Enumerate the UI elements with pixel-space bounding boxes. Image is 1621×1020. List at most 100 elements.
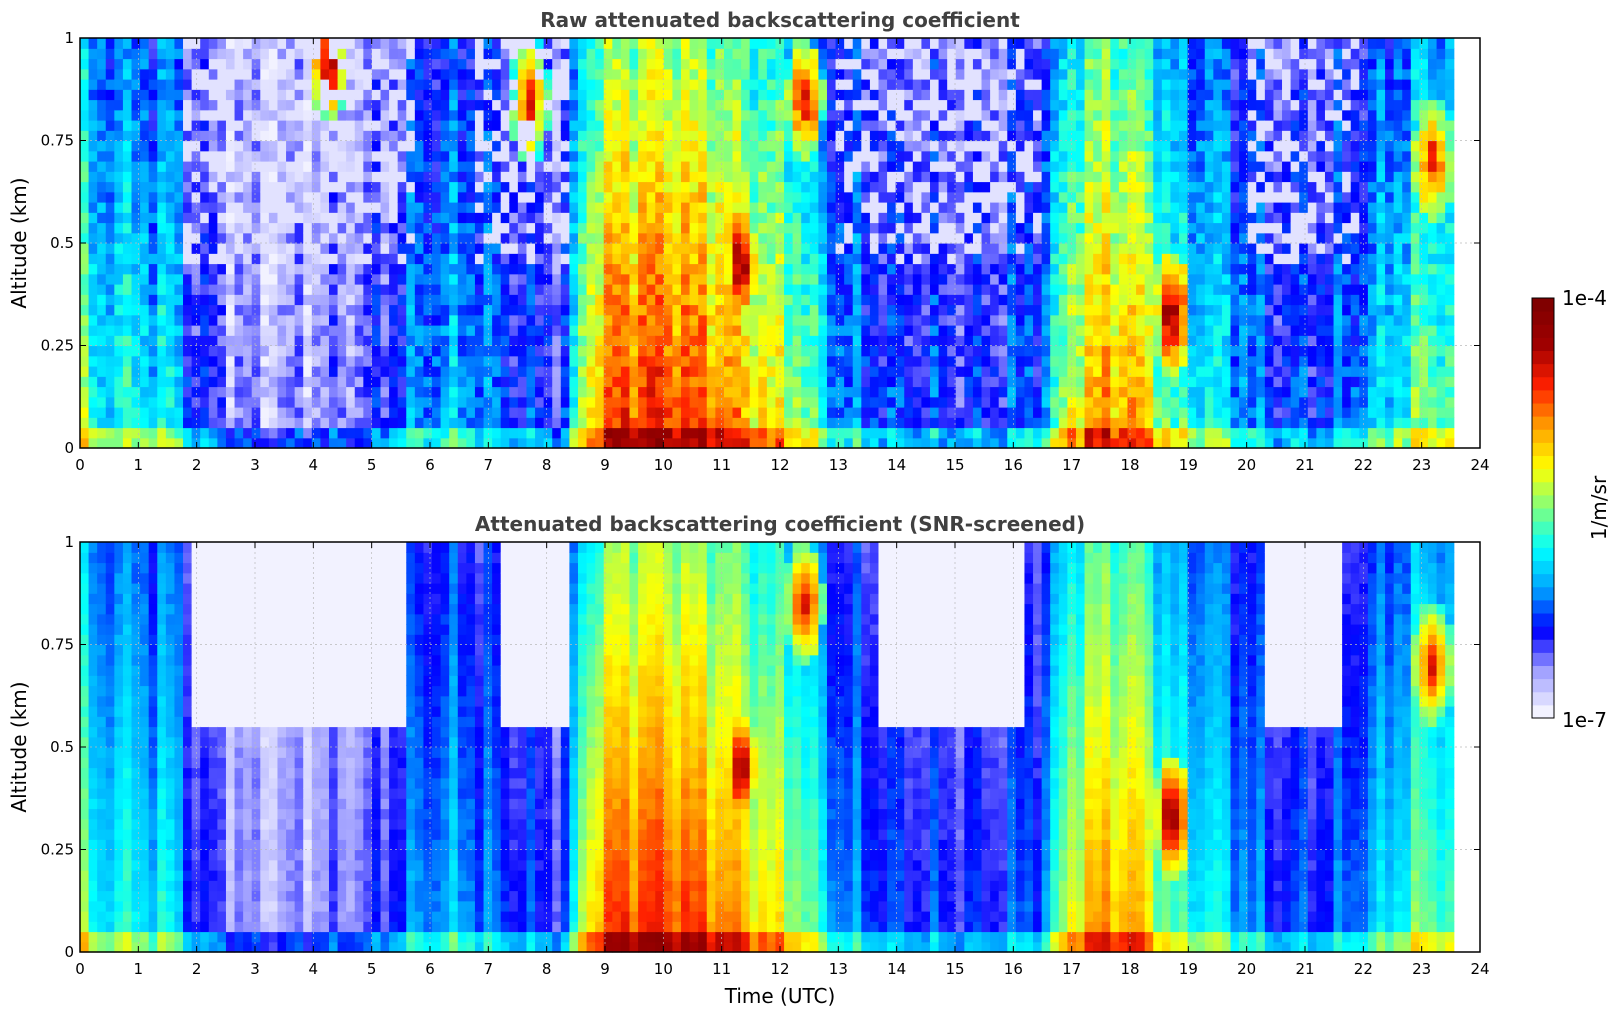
heatmap-cell <box>612 212 622 224</box>
heatmap-cell <box>758 89 768 101</box>
heatmap-cell <box>414 243 425 254</box>
heatmap-cell <box>741 222 751 234</box>
heatmap-cell <box>603 161 613 172</box>
heatmap-cell <box>809 58 819 70</box>
heatmap-cell <box>414 366 425 377</box>
heatmap-cell <box>389 48 399 60</box>
heatmap-cell <box>371 89 382 101</box>
heatmap-cell <box>749 284 759 295</box>
heatmap-cell <box>1050 150 1060 162</box>
heatmap-cell <box>457 263 467 275</box>
heatmap-cell <box>1144 407 1154 418</box>
heatmap-cell <box>337 120 347 131</box>
heatmap-cell <box>148 171 158 183</box>
heatmap-cell <box>1144 263 1154 275</box>
heatmap-cell <box>972 294 983 306</box>
heatmap-cell <box>1084 284 1094 295</box>
heatmap-cell <box>749 376 759 388</box>
heatmap-cell <box>809 202 819 213</box>
heatmap-cell <box>921 171 931 183</box>
heatmap-cell <box>260 120 270 131</box>
heatmap-cell <box>784 284 794 295</box>
heatmap-cell <box>526 294 536 306</box>
heatmap-cell <box>449 109 459 121</box>
heatmap-cell <box>801 345 811 357</box>
heatmap-cell <box>938 355 948 367</box>
heatmap-cell <box>930 314 940 326</box>
heatmap-cell <box>234 437 244 449</box>
heatmap-cell <box>371 427 382 439</box>
heatmap-cell <box>1127 335 1137 347</box>
heatmap-cell <box>809 212 819 224</box>
heatmap-cell <box>603 273 613 285</box>
heatmap-cell <box>105 376 115 388</box>
heatmap-cell <box>990 437 1000 449</box>
heatmap-cell <box>741 99 751 111</box>
heatmap-cell <box>586 79 596 90</box>
heatmap-cell <box>869 150 880 162</box>
heatmap-cell <box>1041 212 1051 224</box>
heatmap-cell <box>440 99 450 111</box>
heatmap-cell <box>887 161 897 172</box>
heatmap-cell <box>706 161 716 172</box>
heatmap-cell <box>157 140 167 152</box>
heatmap-cell <box>217 79 227 90</box>
heatmap-cell <box>938 345 948 357</box>
heatmap-cell <box>620 181 631 193</box>
heatmap-cell <box>826 386 837 398</box>
heatmap-cell <box>972 345 983 357</box>
heatmap-cell <box>560 48 570 60</box>
heatmap-cell <box>904 202 914 213</box>
heatmap-cell <box>577 437 588 449</box>
heatmap-cell <box>646 304 656 316</box>
heatmap-cell <box>234 253 244 265</box>
heatmap-cell <box>114 253 124 265</box>
heatmap-cell <box>474 109 485 121</box>
heatmap-cell <box>200 437 210 449</box>
heatmap-cell <box>689 325 699 336</box>
heatmap-cell <box>706 89 716 101</box>
heatmap-cell <box>1033 202 1043 213</box>
heatmap-cell <box>706 427 716 439</box>
heatmap-cell <box>1024 212 1034 224</box>
heatmap-cell <box>595 325 605 336</box>
heatmap-cell <box>526 68 536 80</box>
heatmap-cell <box>1058 161 1068 172</box>
heatmap-cell <box>569 253 579 265</box>
heatmap-cell <box>972 120 983 131</box>
heatmap-cell <box>947 407 957 418</box>
heatmap-cell <box>921 202 931 213</box>
heatmap-cell <box>474 202 485 213</box>
heatmap-cell <box>260 417 270 429</box>
heatmap-cell <box>380 202 390 213</box>
heatmap-cell <box>766 48 777 60</box>
heatmap-cell <box>88 243 98 254</box>
heatmap-cell <box>277 355 287 367</box>
heatmap-cell <box>1118 58 1129 70</box>
heatmap-cell <box>406 355 416 367</box>
heatmap-cell <box>243 366 253 377</box>
heatmap-cell <box>1015 130 1026 142</box>
heatmap-cell <box>234 161 244 172</box>
heatmap-cell <box>466 212 476 224</box>
heatmap-cell <box>535 304 545 316</box>
heatmap-cell <box>191 109 201 121</box>
heatmap-cell <box>1093 191 1103 203</box>
heatmap-cell <box>1136 396 1146 408</box>
heatmap-cell <box>1127 109 1137 121</box>
heatmap-cell <box>251 120 261 131</box>
heatmap-cell <box>535 161 545 172</box>
heatmap-cell <box>749 181 759 193</box>
heatmap-cell <box>887 191 897 203</box>
heatmap-cell <box>663 181 674 193</box>
heatmap-cell <box>698 58 708 70</box>
heatmap-cell <box>895 232 905 244</box>
heatmap-cell <box>904 294 914 306</box>
heatmap-cell <box>895 89 905 101</box>
heatmap-cell <box>809 79 819 90</box>
heatmap-cell <box>466 284 476 295</box>
heatmap-cell <box>972 273 983 285</box>
heatmap-cell <box>569 232 579 244</box>
heatmap-cell <box>303 150 313 162</box>
heatmap-cell <box>749 314 759 326</box>
